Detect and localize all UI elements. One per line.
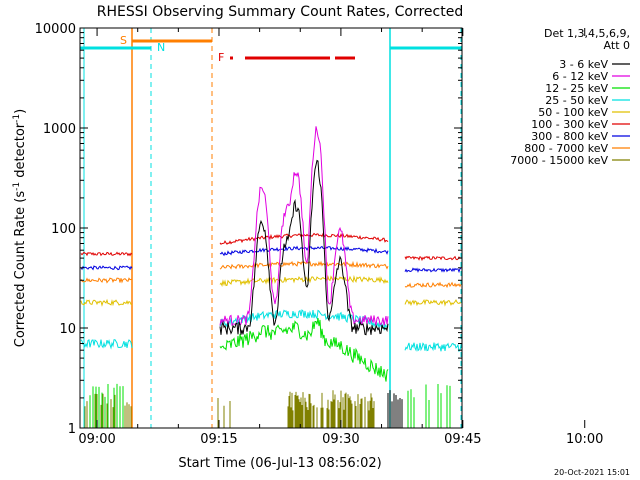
axes: 09:0009:1509:3009:4510:0010:1510:3011010… — [35, 22, 604, 447]
annotation-label: N — [157, 41, 165, 54]
annotation-label: F — [218, 51, 224, 64]
x-tick-label: 09:15 — [200, 432, 237, 447]
x-tick-label: 09:00 — [78, 432, 115, 447]
y-axis-label: Corrected Count Rate (s-1 detector-1) — [12, 109, 28, 347]
legend-header-line-2: Att 0 — [604, 39, 630, 52]
series-line — [80, 309, 462, 353]
legend-label: 800 - 7000 keV — [524, 142, 608, 155]
y-tick-label: 10000 — [35, 22, 76, 37]
chart-title: RHESSI Observing Summary Count Rates, Co… — [97, 4, 463, 20]
y-tick-label: 10 — [59, 322, 76, 337]
series-line — [219, 318, 389, 382]
series-line — [80, 274, 462, 307]
series-line — [219, 159, 389, 336]
y-tick-label: 1 — [68, 422, 76, 437]
y-axis-label-sup2: -1 — [12, 114, 22, 123]
y-axis-label-sup1: -1 — [12, 182, 22, 191]
legend-header-line-1: Det 1,3,4,5,6,9, — [544, 27, 630, 40]
legend-label: 6 - 12 keV — [552, 70, 608, 83]
annotation-label: S — [120, 34, 127, 47]
y-axis-label-mid: detector — [13, 122, 28, 182]
observation-annotations: S N F — [80, 28, 462, 428]
x-tick-label: 09:45 — [444, 432, 481, 447]
y-axis-label-main: Corrected Count Rate (s — [13, 191, 28, 348]
legend-label: 100 - 300 keV — [531, 118, 608, 131]
series-line — [219, 126, 389, 327]
x-tick-label: 10:00 — [566, 432, 603, 447]
x-axis-label: Start Time (06-Jul-13 08:56:02) — [178, 456, 381, 471]
legend-label: 300 - 800 keV — [531, 130, 608, 143]
series-line — [80, 260, 462, 289]
legend-label: 25 - 50 keV — [545, 94, 608, 107]
legend-label: 12 - 25 keV — [545, 82, 608, 95]
y-tick-label: 100 — [51, 222, 76, 237]
y-axis-label-end: ) — [13, 109, 28, 114]
legend-label: 3 - 6 keV — [559, 58, 608, 71]
legend-label: 50 - 100 keV — [538, 106, 608, 119]
footer-timestamp: 20-Oct-2021 15:01 — [554, 468, 630, 477]
legend-label: 7000 - 15000 keV — [510, 154, 608, 167]
x-tick-label: 09:30 — [322, 432, 359, 447]
series-lines — [80, 126, 462, 428]
y-tick-label: 1000 — [43, 122, 76, 137]
